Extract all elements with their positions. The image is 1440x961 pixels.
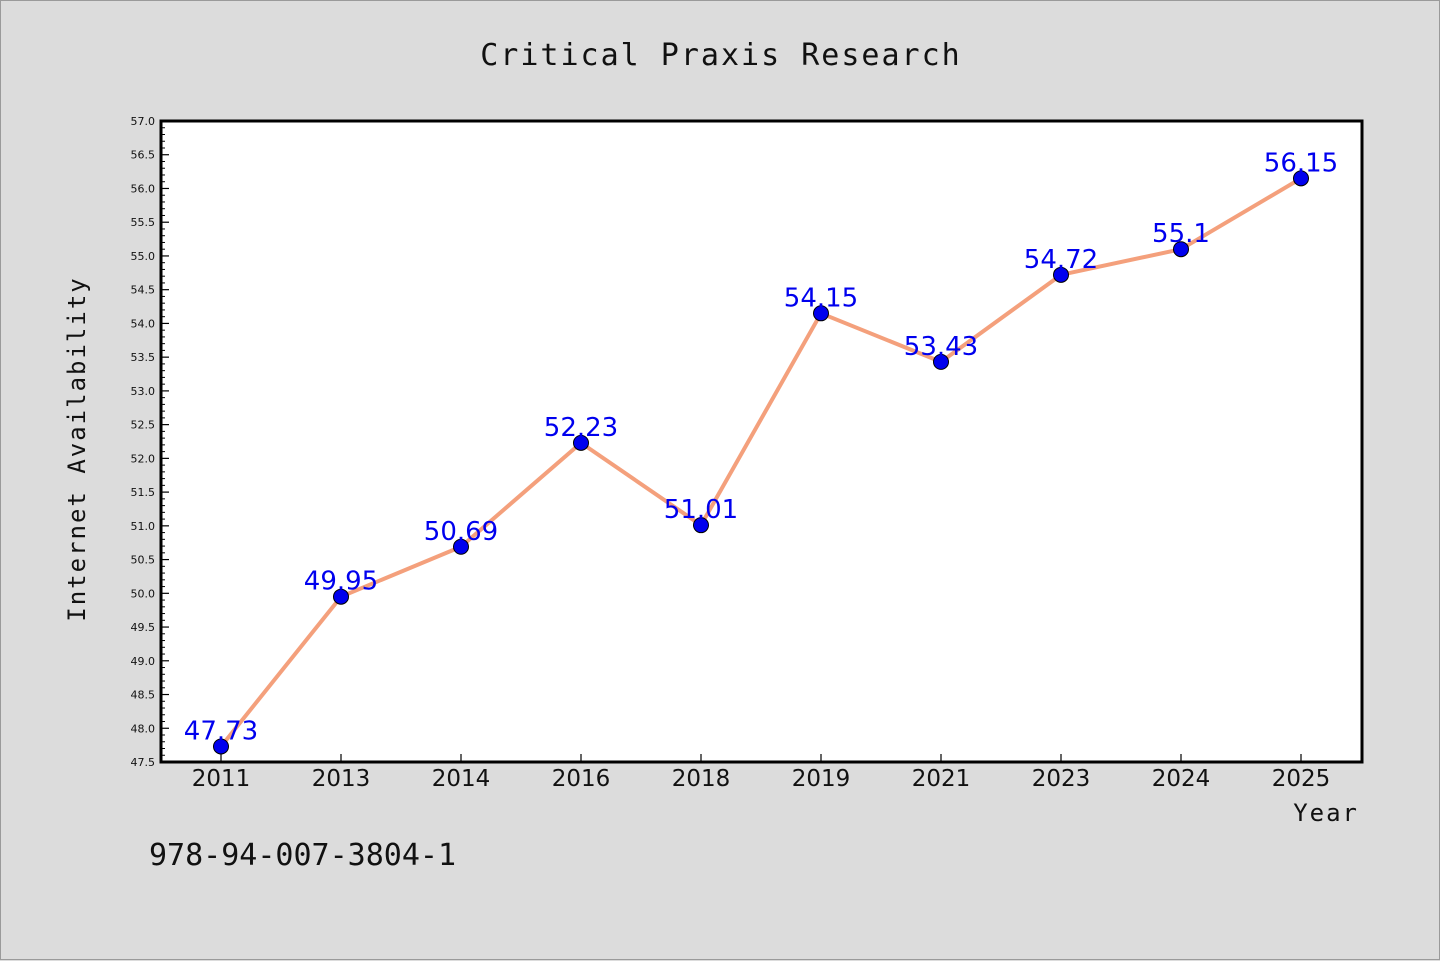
x-tick-label: 2019 bbox=[792, 766, 851, 792]
data-point-marker bbox=[573, 434, 589, 451]
y-tick-label: 50.0 bbox=[131, 587, 156, 600]
data-point-label: 53.43 bbox=[904, 332, 978, 362]
y-tick-label: 51.0 bbox=[131, 520, 156, 533]
data-point-label: 51.01 bbox=[664, 495, 738, 525]
series-line-layer bbox=[219, 176, 1303, 749]
data-point-label: 47.73 bbox=[184, 716, 258, 746]
y-tick-label: 57.0 bbox=[131, 115, 156, 128]
y-tick-label: 53.5 bbox=[131, 351, 156, 364]
y-tick-label: 56.5 bbox=[131, 149, 156, 162]
y-tick-label: 50.5 bbox=[131, 554, 156, 567]
data-point-label: 56.15 bbox=[1264, 148, 1338, 178]
x-tick-label: 2024 bbox=[1152, 766, 1211, 792]
x-tick-label: 2013 bbox=[312, 766, 371, 792]
y-tick-label: 56.0 bbox=[131, 182, 156, 195]
data-point-marker bbox=[213, 738, 229, 755]
x-tick-label: 2016 bbox=[552, 766, 611, 792]
y-tick-label: 49.0 bbox=[131, 655, 156, 668]
y-axis: 47.5 48.0 48.5 49.0 49.5 50.0 50.5 51.0 51.5 52.0… bbox=[131, 115, 169, 769]
series-line bbox=[219, 176, 1303, 749]
x-axis-label: Year bbox=[1293, 799, 1359, 827]
x-tick-label: 2018 bbox=[672, 766, 731, 792]
x-tick-label: 2023 bbox=[1032, 766, 1091, 792]
chart-title: Critical Praxis Research bbox=[480, 38, 961, 73]
x-tick-label: 2025 bbox=[1272, 766, 1331, 792]
data-point-label: 50.69 bbox=[424, 517, 498, 547]
data-label-layer: 47.73 49.95 50.69 52.23 51.01 54.15 53.43 54.72… bbox=[184, 148, 1338, 746]
data-point-marker bbox=[453, 538, 469, 555]
data-point-marker bbox=[693, 517, 709, 534]
data-point-marker bbox=[813, 305, 829, 322]
x-tick-label: 2011 bbox=[192, 766, 251, 792]
data-point-marker bbox=[1293, 170, 1309, 187]
data-point-marker bbox=[333, 588, 349, 605]
data-point-label: 54.15 bbox=[784, 283, 858, 313]
data-point-marker bbox=[1173, 241, 1189, 258]
y-tick-label: 48.0 bbox=[131, 722, 156, 735]
data-point-label: 49.95 bbox=[304, 567, 378, 597]
x-axis: 2011 2013 2014 2016 2018 2019 2021 2023 2024 2025 bbox=[192, 754, 1331, 792]
y-tick-label: 48.5 bbox=[131, 689, 156, 702]
y-tick-label: 47.5 bbox=[131, 756, 156, 769]
y-tick-label: 49.5 bbox=[131, 621, 156, 634]
data-point-label: 54.72 bbox=[1024, 245, 1098, 275]
y-tick-label: 52.0 bbox=[131, 452, 156, 465]
data-point-label: 55.1 bbox=[1152, 219, 1210, 249]
y-tick-label: 54.0 bbox=[131, 317, 156, 330]
data-point-marker bbox=[1053, 266, 1069, 283]
isbn-text: 978-94-007-3804-1 bbox=[149, 838, 456, 873]
y-tick-label: 54.5 bbox=[131, 284, 156, 297]
y-tick-label: 55.0 bbox=[131, 250, 156, 263]
y-axis-label: Internet Availability bbox=[63, 276, 91, 621]
plot-area bbox=[159, 119, 1364, 764]
data-point-label: 52.23 bbox=[544, 413, 618, 443]
data-point-marker bbox=[933, 353, 949, 370]
y-tick-label: 51.5 bbox=[131, 486, 156, 499]
y-tick-label: 52.5 bbox=[131, 419, 156, 432]
x-tick-label: 2021 bbox=[912, 766, 971, 792]
y-tick-label: 55.5 bbox=[131, 216, 156, 229]
x-tick-label: 2014 bbox=[432, 766, 491, 792]
marker-layer bbox=[213, 170, 1309, 755]
y-tick-label: 53.0 bbox=[131, 385, 156, 398]
